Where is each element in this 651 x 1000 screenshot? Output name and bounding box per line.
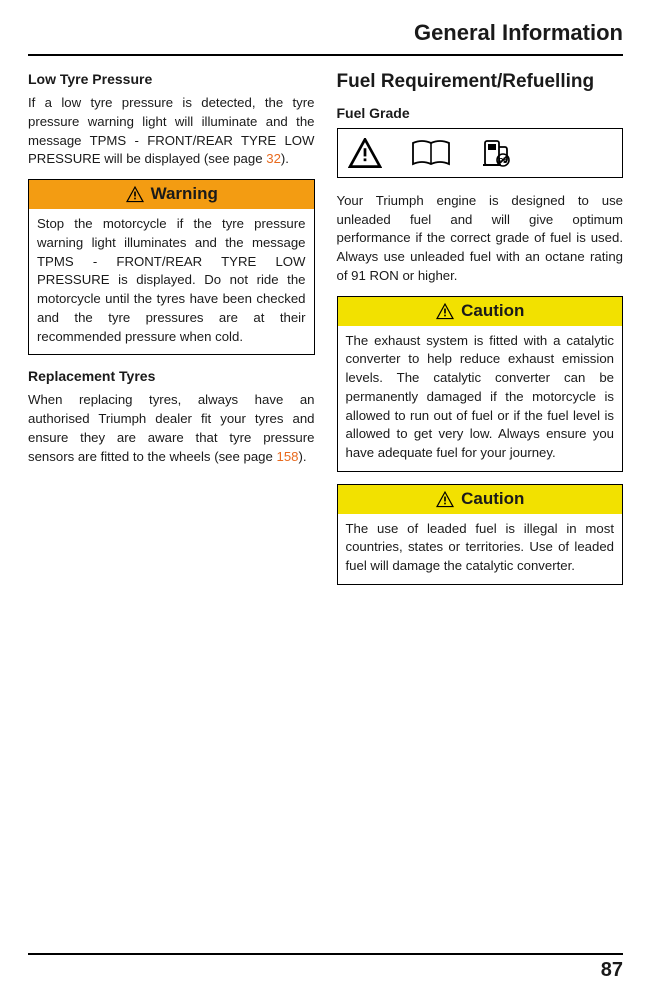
caution-triangle-icon	[435, 302, 455, 320]
para-engine-fuel: Your Triumph engine is designed to use u…	[337, 192, 624, 286]
fuel-pump-unleaded-icon: Pb	[480, 137, 512, 169]
para-replacement-b: ).	[299, 449, 307, 464]
heading-low-tyre-pressure: Low Tyre Pressure	[28, 70, 315, 88]
page-ref-32: 32	[266, 151, 281, 166]
page-ref-158: 158	[277, 449, 299, 464]
caution-header-2: Caution	[338, 485, 623, 514]
right-column: Fuel Requirement/Refuelling Fuel Grade P…	[337, 70, 624, 597]
warning-header: Warning	[29, 180, 314, 209]
heading-fuel-grade: Fuel Grade	[337, 104, 624, 122]
caution-label-2: Caution	[461, 489, 524, 509]
para-low-tyre-b: ).	[281, 151, 289, 166]
caution-header-1: Caution	[338, 297, 623, 326]
caution-box-2: Caution The use of leaded fuel is illega…	[337, 484, 624, 585]
fuel-grade-icon-row: Pb	[337, 128, 624, 178]
warning-box: Warning Stop the motorcycle if the tyre …	[28, 179, 315, 355]
caution-body-2: The use of leaded fuel is illegal in mos…	[338, 514, 623, 584]
warning-label: Warning	[151, 184, 218, 204]
warning-triangle-icon	[125, 185, 145, 203]
left-column: Low Tyre Pressure If a low tyre pressure…	[28, 70, 315, 597]
top-rule	[28, 54, 623, 56]
para-replacement-a: When replacing tyres, always have an aut…	[28, 392, 315, 463]
heading-fuel-requirement: Fuel Requirement/Refuelling	[337, 70, 624, 94]
caution-triangle-icon	[435, 490, 455, 508]
content-columns: Low Tyre Pressure If a low tyre pressure…	[28, 70, 623, 597]
para-low-tyre: If a low tyre pressure is detected, the …	[28, 94, 315, 169]
page-number: 87	[28, 959, 623, 982]
warning-triangle-outline-icon	[348, 138, 382, 168]
caution-label-1: Caution	[461, 301, 524, 321]
heading-replacement-tyres: Replacement Tyres	[28, 367, 315, 385]
para-replacement: When replacing tyres, always have an aut…	[28, 391, 315, 466]
warning-body: Stop the motorcycle if the tyre pressure…	[29, 209, 314, 354]
page-title: General Information	[28, 20, 623, 46]
bottom-rule	[28, 953, 623, 955]
page-footer: 87	[28, 953, 623, 982]
caution-body-1: The exhaust system is fitted with a cata…	[338, 326, 623, 471]
manual-book-icon	[410, 138, 452, 168]
caution-box-1: Caution The exhaust system is fitted wit…	[337, 296, 624, 472]
